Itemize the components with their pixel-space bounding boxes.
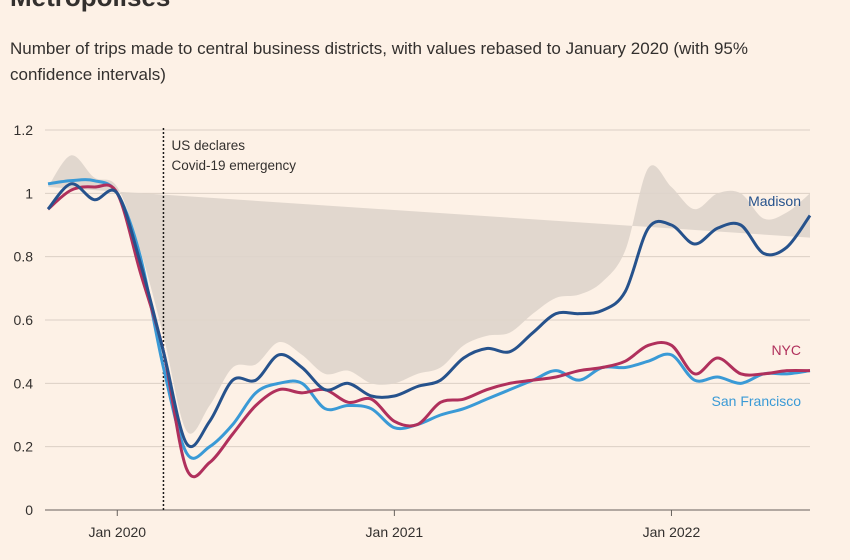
chart-subtitle: Number of trips made to central business… xyxy=(10,39,748,84)
x-tick-label: Jan 2022 xyxy=(643,524,701,540)
y-tick-label: 0.2 xyxy=(14,439,34,455)
annotation-text: Covid-19 emergency xyxy=(171,158,296,173)
y-tick-label: 1.2 xyxy=(14,122,34,138)
x-tick-label: Jan 2020 xyxy=(88,524,146,540)
chart-title: Metropolises xyxy=(10,0,170,13)
y-tick-label: 0.4 xyxy=(14,375,34,391)
x-tick-label: Jan 2021 xyxy=(366,524,424,540)
y-tick-label: 0.6 xyxy=(14,312,34,328)
confidence-band xyxy=(48,155,810,434)
series-line xyxy=(46,182,812,448)
series-label: Madison xyxy=(748,193,801,209)
series-label: San Francisco xyxy=(712,393,802,409)
y-tick-label: 1 xyxy=(25,185,33,201)
annotation-text: US declares xyxy=(171,138,245,153)
series-label: NYC xyxy=(771,342,801,358)
y-tick-label: 0.8 xyxy=(14,249,34,265)
y-tick-label: 0 xyxy=(25,502,33,518)
